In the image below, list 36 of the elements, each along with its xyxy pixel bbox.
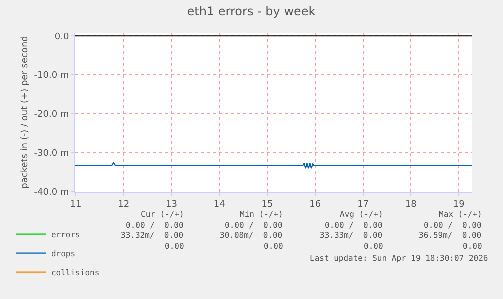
text: Avg (-/+): [340, 210, 384, 219]
text: 33.32m/ 0.00: [121, 231, 184, 240]
legend-label: collisions: [51, 268, 100, 278]
x-tick-label: 18: [405, 200, 418, 210]
x-tick-label: 16: [310, 200, 322, 210]
x-tick-label: 11: [70, 200, 82, 210]
text: 36.59m/ 0.00: [419, 231, 482, 240]
text: 0.00 / 0.00: [325, 221, 383, 230]
text: 0.00: [463, 242, 482, 251]
text: 0.00: [364, 242, 384, 251]
y-axis-title: packets in (-) / out (+) per second: [20, 36, 31, 189]
x-tick-label: 19: [453, 200, 466, 210]
y-tick-label: -10.0 m: [34, 71, 70, 82]
text: Min (-/+): [240, 210, 284, 219]
legend-label: errors: [51, 230, 81, 240]
text: Max (-/+): [439, 210, 482, 219]
y-tick-label: -30.0 m: [34, 149, 70, 160]
text: 30.08m/ 0.00: [220, 231, 283, 240]
x-tick-label: 15: [262, 200, 274, 210]
text: 0.00 / 0.00: [126, 221, 184, 230]
x-tick-label: 17: [358, 200, 370, 210]
x-tick-label: 14: [214, 200, 226, 210]
text: 0.00: [165, 242, 184, 251]
text: 0.00 / 0.00: [424, 221, 482, 230]
x-tick-label: 13: [166, 200, 178, 210]
y-tick-label: -20.0 m: [34, 110, 70, 120]
y-tick-label: 0.0: [54, 32, 70, 42]
legend-label: drops: [51, 249, 76, 258]
text: 0.00 / 0.00: [225, 221, 283, 230]
chart-title: eth1 errors - by week: [187, 4, 316, 18]
x-tick-label: 12: [118, 200, 130, 210]
text: 0.00: [264, 242, 284, 251]
text: Last update: Sun Apr 19 18:30:07 2026: [310, 254, 488, 263]
text: 33.33m/ 0.00: [320, 231, 383, 240]
y-tick-label: -40.0 m: [34, 188, 70, 198]
text: Cur (-/+): [141, 210, 184, 219]
